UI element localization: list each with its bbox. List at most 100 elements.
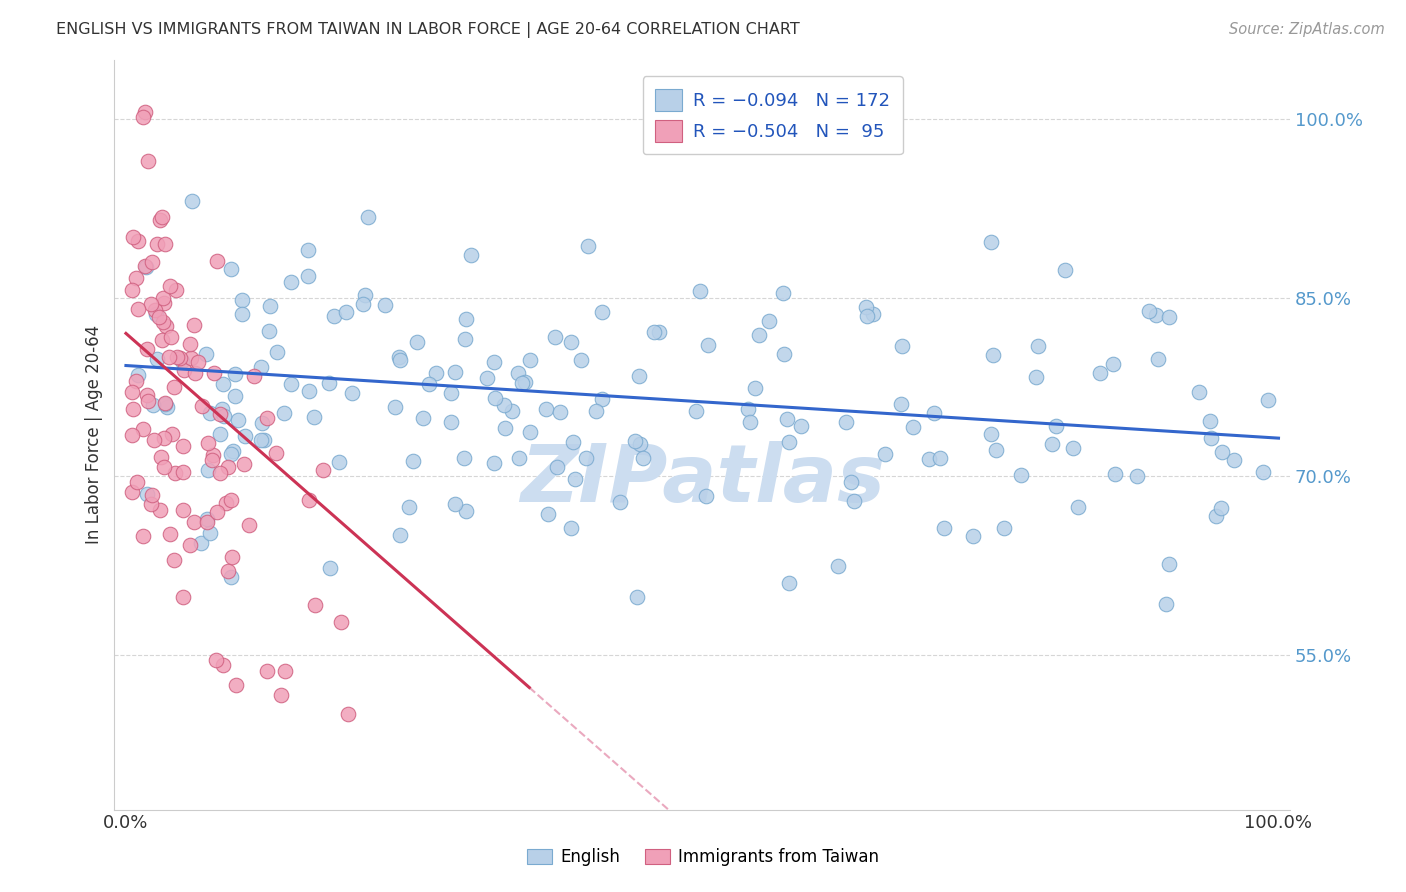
- Point: [922, 406, 945, 420]
- Point: [544, 330, 567, 344]
- Point: [546, 460, 568, 475]
- Point: [212, 376, 235, 391]
- Point: [494, 420, 516, 434]
- Point: [121, 385, 143, 400]
- Point: [374, 298, 396, 312]
- Point: [337, 707, 360, 722]
- Point: [200, 526, 222, 541]
- Point: [205, 653, 228, 667]
- Point: [318, 376, 340, 390]
- Point: [222, 443, 245, 458]
- Point: [136, 388, 159, 402]
- Point: [689, 284, 711, 298]
- Point: [211, 402, 233, 417]
- Point: [145, 352, 167, 367]
- Point: [1257, 393, 1279, 408]
- Point: [194, 347, 217, 361]
- Point: [389, 528, 412, 542]
- Point: [534, 402, 557, 417]
- Point: [197, 435, 219, 450]
- Point: [172, 590, 194, 604]
- Point: [135, 260, 157, 274]
- Point: [1198, 415, 1220, 429]
- Point: [631, 451, 654, 466]
- Point: [298, 492, 321, 507]
- Point: [136, 394, 159, 409]
- Point: [323, 309, 346, 323]
- Point: [980, 426, 1002, 441]
- Point: [153, 396, 176, 410]
- Point: [217, 459, 239, 474]
- Point: [778, 434, 800, 449]
- Point: [156, 401, 179, 415]
- Point: [121, 401, 143, 416]
- Point: [778, 576, 800, 591]
- Point: [195, 516, 218, 530]
- Point: [155, 236, 177, 251]
- Point: [219, 569, 242, 583]
- Point: [238, 518, 260, 533]
- Point: [453, 451, 475, 466]
- Point: [125, 475, 148, 490]
- Point: [165, 466, 187, 480]
- Point: [340, 386, 363, 401]
- Point: [298, 384, 321, 398]
- Point: [183, 516, 205, 530]
- Point: [232, 457, 254, 471]
- Point: [1053, 263, 1076, 277]
- Point: [352, 297, 374, 311]
- Point: [184, 366, 207, 380]
- Point: [773, 347, 796, 361]
- Point: [444, 497, 467, 511]
- Point: [312, 463, 335, 477]
- Point: [901, 420, 924, 434]
- Point: [125, 271, 148, 285]
- Point: [143, 433, 166, 447]
- Point: [166, 351, 188, 365]
- Point: [250, 359, 273, 374]
- Point: [484, 391, 506, 405]
- Point: [695, 489, 717, 503]
- Point: [153, 296, 176, 310]
- Point: [388, 350, 411, 364]
- Point: [576, 239, 599, 253]
- Point: [515, 375, 537, 389]
- Point: [1159, 557, 1181, 571]
- Point: [1067, 500, 1090, 514]
- Point: [231, 293, 253, 307]
- Text: ENGLISH VS IMMIGRANTS FROM TAIWAN IN LABOR FORCE | AGE 20-64 CORRELATION CHART: ENGLISH VS IMMIGRANTS FROM TAIWAN IN LAB…: [56, 22, 800, 38]
- Point: [591, 392, 613, 406]
- Point: [412, 411, 434, 425]
- Point: [335, 305, 357, 319]
- Point: [304, 598, 326, 612]
- Point: [173, 363, 195, 377]
- Point: [209, 407, 232, 421]
- Point: [740, 415, 762, 429]
- Point: [839, 475, 862, 489]
- Point: [508, 366, 530, 380]
- Point: [159, 329, 181, 343]
- Point: [454, 504, 477, 518]
- Point: [297, 243, 319, 257]
- Point: [354, 288, 377, 302]
- Point: [256, 664, 278, 678]
- Point: [150, 333, 173, 347]
- Point: [163, 552, 186, 566]
- Point: [440, 416, 463, 430]
- Point: [758, 314, 780, 328]
- Point: [136, 486, 159, 500]
- Point: [132, 529, 155, 543]
- Point: [1209, 500, 1232, 515]
- Point: [253, 433, 276, 447]
- Point: [454, 332, 477, 346]
- Point: [1025, 370, 1047, 384]
- Point: [643, 326, 665, 340]
- Point: [139, 497, 162, 511]
- Point: [575, 450, 598, 465]
- Point: [159, 526, 181, 541]
- Point: [233, 428, 256, 442]
- Point: [134, 259, 156, 273]
- Point: [152, 291, 174, 305]
- Point: [648, 326, 671, 340]
- Point: [270, 689, 292, 703]
